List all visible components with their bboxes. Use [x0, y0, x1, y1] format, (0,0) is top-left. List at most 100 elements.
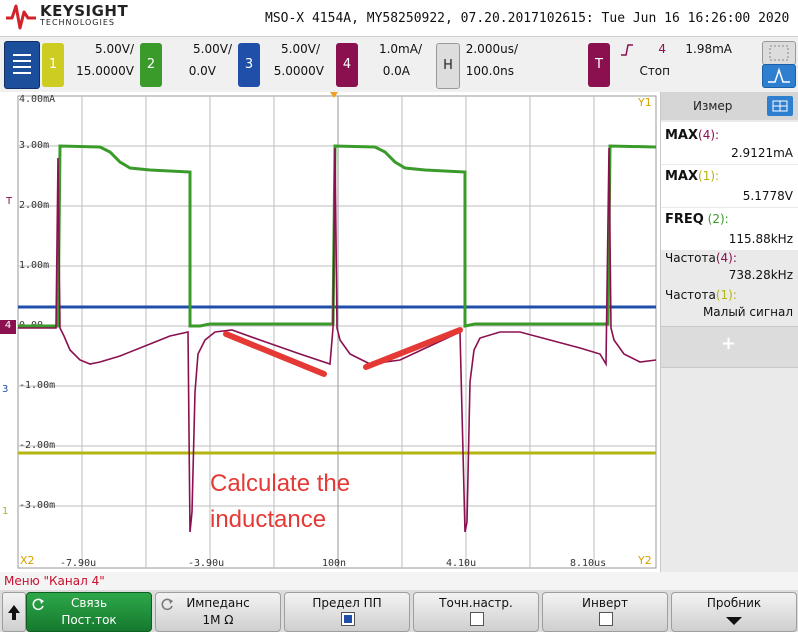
measurement-item[interactable]: MAX(4): 2.9121mA: [661, 122, 798, 164]
softkey-coupling[interactable]: Связь Пост.ток: [26, 592, 152, 632]
brand-name: KEYSIGHT: [40, 2, 129, 20]
ch2-offset[interactable]: 0.0V: [188, 64, 216, 78]
menu-icon: [13, 54, 31, 74]
menu-title: Меню "Канал 4": [4, 574, 105, 588]
measurement-value: 5.1778V: [742, 189, 793, 203]
ch1-offset[interactable]: 15.0000V: [76, 64, 134, 78]
ch4-trace: [18, 147, 657, 533]
ch3-offset[interactable]: 5.0000V: [273, 64, 324, 78]
y-tick-label: 1.00m: [19, 260, 50, 271]
measurement-item[interactable]: FREQ (2): 115.88kHz: [661, 208, 798, 250]
invert-checkbox[interactable]: [599, 612, 613, 626]
ch1-ground-marker[interactable]: 1: [2, 506, 9, 517]
channel-3-button[interactable]: 3: [238, 43, 260, 87]
channel-4-button[interactable]: 4: [336, 43, 358, 87]
channel-2-button[interactable]: 2: [140, 43, 162, 87]
measurement-source: (2):: [707, 212, 729, 226]
softkey-impedance[interactable]: Импеданс 1M Ω: [155, 592, 281, 632]
measurement-name: Частота: [665, 251, 716, 265]
arrow-up-icon: [8, 605, 20, 620]
measurement-item[interactable]: Частота(4): 738.28kHz: [661, 251, 798, 287]
softkey-invert[interactable]: Инверт: [542, 592, 668, 632]
softkey-label: Предел ПП: [312, 596, 382, 610]
waveform-icon: [768, 67, 790, 83]
panel-title: Измер: [693, 99, 733, 113]
ch2-scale[interactable]: 5.00V/: [193, 42, 232, 56]
zoom-button[interactable]: [762, 41, 796, 65]
measurement-source: (4):: [698, 128, 720, 142]
menu-title-bar: [0, 572, 798, 590]
y-tick-label: -1.00m: [19, 380, 56, 391]
ch1-scale[interactable]: 5.00V/: [95, 42, 134, 56]
measurement-source: (1):: [698, 169, 720, 183]
trigger-level-marker[interactable]: T: [6, 196, 13, 207]
trigger-source: 4: [658, 42, 666, 56]
trigger-position-marker: [330, 92, 338, 98]
measurement-name: MAX: [665, 128, 699, 143]
grid-icon: [772, 100, 788, 112]
panel-toggle-button[interactable]: [767, 96, 793, 116]
measurement-name: Частота: [665, 288, 716, 302]
horizontal-delay[interactable]: 100.0ns: [465, 64, 514, 78]
softkey-value: 1M Ω: [202, 613, 234, 627]
ch4-offset[interactable]: 0.0A: [382, 64, 410, 78]
measurement-item[interactable]: Частота(1): Малый сигнал: [661, 288, 798, 324]
x-tick-label: 4.10u: [446, 558, 477, 569]
auto-scale-button[interactable]: [762, 64, 796, 88]
channel-1-button[interactable]: 1: [42, 43, 64, 87]
softkey-label: Связь: [70, 596, 108, 610]
cursor-x2[interactable]: X2: [20, 554, 35, 567]
zoom-icon: [769, 45, 789, 61]
cursor-y1[interactable]: Y1: [638, 96, 652, 109]
measurement-source: (4):: [715, 251, 737, 265]
softkey-label: Пробник: [706, 596, 762, 610]
horizontal-scale[interactable]: 2.000us/: [465, 42, 518, 56]
plus-icon: +: [721, 333, 737, 354]
annotation-stroke: [363, 327, 463, 370]
annotation-line: Calculate the: [210, 470, 351, 497]
run-state: Стоп: [639, 64, 670, 78]
main-menu-button[interactable]: [4, 41, 40, 89]
ch3-scale[interactable]: 5.00V/: [281, 42, 320, 56]
y-tick-label: 4.00mA: [19, 94, 56, 105]
measurement-item[interactable]: MAX(1): 5.1778V: [661, 165, 798, 207]
y-tick-label: 3.00m: [19, 140, 50, 151]
horizontal-button[interactable]: H: [436, 43, 460, 89]
softkey-probe[interactable]: Пробник: [671, 592, 797, 632]
trigger-button[interactable]: T: [588, 43, 610, 87]
softkey-label: Точн.настр.: [439, 596, 513, 610]
y-tick-label: -2.00m: [19, 440, 56, 451]
annotation-line: inductance: [210, 506, 327, 533]
x-tick-label: 8.10us: [570, 558, 607, 569]
x-tick-label: 100n: [322, 558, 347, 569]
fine-checkbox[interactable]: [470, 612, 484, 626]
measurement-panel: Измер MAX(4): 2.9121mA MAX(1): 5.1778V F…: [660, 92, 798, 572]
softkey-bw-limit[interactable]: Предел ПП: [284, 592, 410, 632]
trigger-level: 1.98mA: [685, 42, 732, 56]
ch4-ground-marker[interactable]: 4: [0, 320, 16, 334]
rising-edge-icon: [621, 44, 633, 56]
softkey-fine[interactable]: Точн.настр.: [413, 592, 539, 632]
waveform-display[interactable]: 4.00mA 3.00m 2.00m 1.00m 0.00 -1.00m -2.…: [0, 92, 660, 572]
annotation-text: Calculate the inductance: [210, 466, 350, 538]
softkey-value: Пост.ток: [61, 613, 117, 627]
back-button[interactable]: [2, 592, 26, 632]
instrument-title: MSO-X 4154A, MY58250922, 07.20.201710261…: [265, 11, 790, 26]
rotate-icon: [32, 598, 44, 611]
measurement-source: (1):: [715, 288, 737, 302]
measurement-value: 2.9121mA: [731, 146, 793, 160]
add-measurement-button[interactable]: +: [661, 326, 798, 368]
measurement-value: 738.28kHz: [728, 268, 793, 282]
graticule: [17, 92, 657, 569]
bw-limit-checkbox[interactable]: [341, 612, 355, 626]
ch3-ground-marker[interactable]: 3: [2, 384, 9, 395]
measurement-name: MAX: [665, 169, 699, 184]
measurement-name: FREQ: [665, 212, 704, 227]
y-tick-label: 2.00m: [19, 200, 50, 211]
cursor-y2[interactable]: Y2: [638, 554, 652, 567]
measurement-value: Малый сигнал: [702, 305, 793, 319]
softkey-label: Импеданс: [186, 596, 250, 610]
x-tick-label: -3.90u: [188, 558, 225, 569]
ch4-scale[interactable]: 1.0mA/: [378, 42, 422, 56]
channel-bar: 1 5.00V/ 15.0000V 2 5.00V/ 0.0V 3 5.00V/…: [0, 36, 798, 94]
